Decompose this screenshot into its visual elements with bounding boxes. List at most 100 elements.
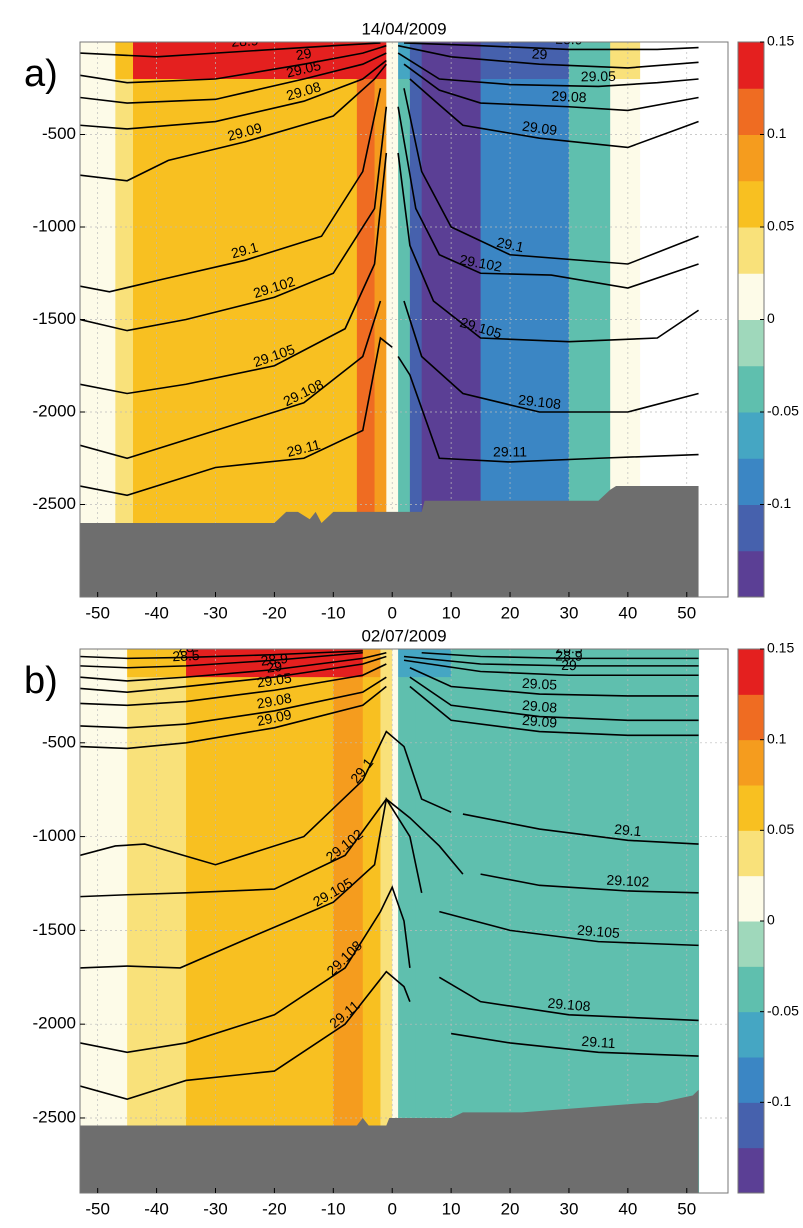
field-cell <box>80 649 128 678</box>
colorbar-segment <box>738 1147 764 1194</box>
colorbar-segment <box>738 739 764 786</box>
colorbar-tick-label: -0.05 <box>767 403 799 419</box>
x-tick-label: 10 <box>442 603 461 622</box>
colorbar-tick-label: 0.15 <box>767 33 794 49</box>
field-cell <box>380 649 393 678</box>
contour-label: 29.09 <box>521 712 557 731</box>
y-tick-label: -500 <box>42 124 76 143</box>
contour-line <box>80 655 387 693</box>
x-tick-label: 20 <box>501 1199 520 1218</box>
x-tick-label: -50 <box>85 603 110 622</box>
field-cell <box>451 649 700 678</box>
contour-line <box>80 885 411 1054</box>
contour-line <box>409 78 699 149</box>
contour-line <box>397 152 699 343</box>
x-tick-label: -40 <box>144 603 169 622</box>
contour-label: 29.09 <box>521 118 558 139</box>
contour-label: 29.108 <box>517 391 562 412</box>
colorbar-segment <box>738 649 764 695</box>
contour-label: 29.11 <box>581 1033 616 1051</box>
colorbar-tick-label: -0.1 <box>767 1093 791 1109</box>
colorbar-segment <box>738 42 764 89</box>
contour-label: 29.08 <box>551 88 587 106</box>
contour-label: 29 <box>265 658 283 676</box>
y-tick-label: -2000 <box>33 401 76 420</box>
colorbar-segment <box>738 180 764 228</box>
contour-label: 29.11 <box>493 444 527 460</box>
bathymetry <box>80 1089 699 1193</box>
contour-label: 29.05 <box>285 57 323 81</box>
contour-line <box>80 44 387 84</box>
contour-line <box>438 976 699 1022</box>
field-cell <box>356 42 376 80</box>
field-cell <box>356 79 376 597</box>
contour-line <box>80 970 411 1101</box>
contour-label: 28.9 <box>555 647 583 663</box>
contour-label: 29.102 <box>458 251 503 274</box>
colorbar-segment <box>738 966 764 1013</box>
y-tick-label: -2000 <box>33 1014 76 1033</box>
contour-line <box>80 59 387 130</box>
colorbar-segment <box>738 273 764 320</box>
contour-label: 29 <box>561 657 577 673</box>
colorbar-segment <box>738 365 764 413</box>
x-tick-label: -30 <box>203 603 228 622</box>
contour-line <box>80 797 464 898</box>
x-tick-label: 0 <box>387 1199 396 1218</box>
colorbar-tick-label: -0.05 <box>767 1002 799 1018</box>
y-tick-label: -1500 <box>33 309 76 328</box>
y-tick-label: -1000 <box>33 826 76 845</box>
panel-label: a) <box>24 53 58 95</box>
x-tick-label: 30 <box>559 603 578 622</box>
y-tick-label: -1000 <box>33 216 76 235</box>
field-cell <box>115 79 134 597</box>
contour-label: 28 <box>178 639 194 655</box>
colorbar-segment <box>738 1057 764 1103</box>
x-tick-label: -10 <box>321 1199 346 1218</box>
chart-title: 02/07/2009 <box>361 626 446 645</box>
field-cell <box>333 677 364 1193</box>
plot-frame <box>79 648 729 1194</box>
x-tick-label: 30 <box>559 1199 578 1218</box>
contour-label: 28.9 <box>231 32 259 50</box>
field-cell <box>398 79 411 597</box>
bathymetry <box>80 486 699 597</box>
contour-label: 28.9 <box>555 31 583 48</box>
contour-line <box>409 685 699 737</box>
contour-label: 29 <box>531 45 548 62</box>
x-tick-label: -20 <box>262 603 287 622</box>
contour-label: 29.1 <box>614 821 643 840</box>
contour-label: 29.08 <box>256 690 294 712</box>
field-cell <box>133 79 358 597</box>
colorbar-tick-label: -0.1 <box>767 495 791 511</box>
colorbar-segment <box>738 1102 764 1149</box>
contour-line <box>403 659 699 677</box>
contour-label: 29.05 <box>581 68 616 84</box>
contour-label: 28.5 <box>555 640 583 656</box>
contour-line <box>80 796 423 969</box>
field-cell <box>386 42 399 80</box>
colorbar-tick-label: 0.1 <box>767 730 787 746</box>
field-cell <box>362 649 381 678</box>
colorbar-segment <box>738 1011 764 1058</box>
x-tick-label: -10 <box>321 603 346 622</box>
contour-label: 29.1 <box>495 234 525 255</box>
colorbar-tick-label: 0.1 <box>767 125 787 141</box>
panel-label: b) <box>24 660 58 702</box>
contour-label: 28.9 <box>260 650 289 669</box>
colorbar-segment <box>738 550 764 598</box>
colorbar-tick-label: 0.05 <box>767 218 794 234</box>
contour-line <box>397 106 699 289</box>
field-cell <box>380 677 393 1193</box>
contour-line <box>403 63 699 112</box>
field-cell <box>392 649 399 678</box>
colorbar-segment <box>738 227 764 274</box>
colorbar-segment <box>738 88 764 135</box>
field-cell <box>415 677 452 1193</box>
contour-line <box>80 63 387 182</box>
field-cell <box>80 677 128 1193</box>
contour-line <box>409 676 699 722</box>
